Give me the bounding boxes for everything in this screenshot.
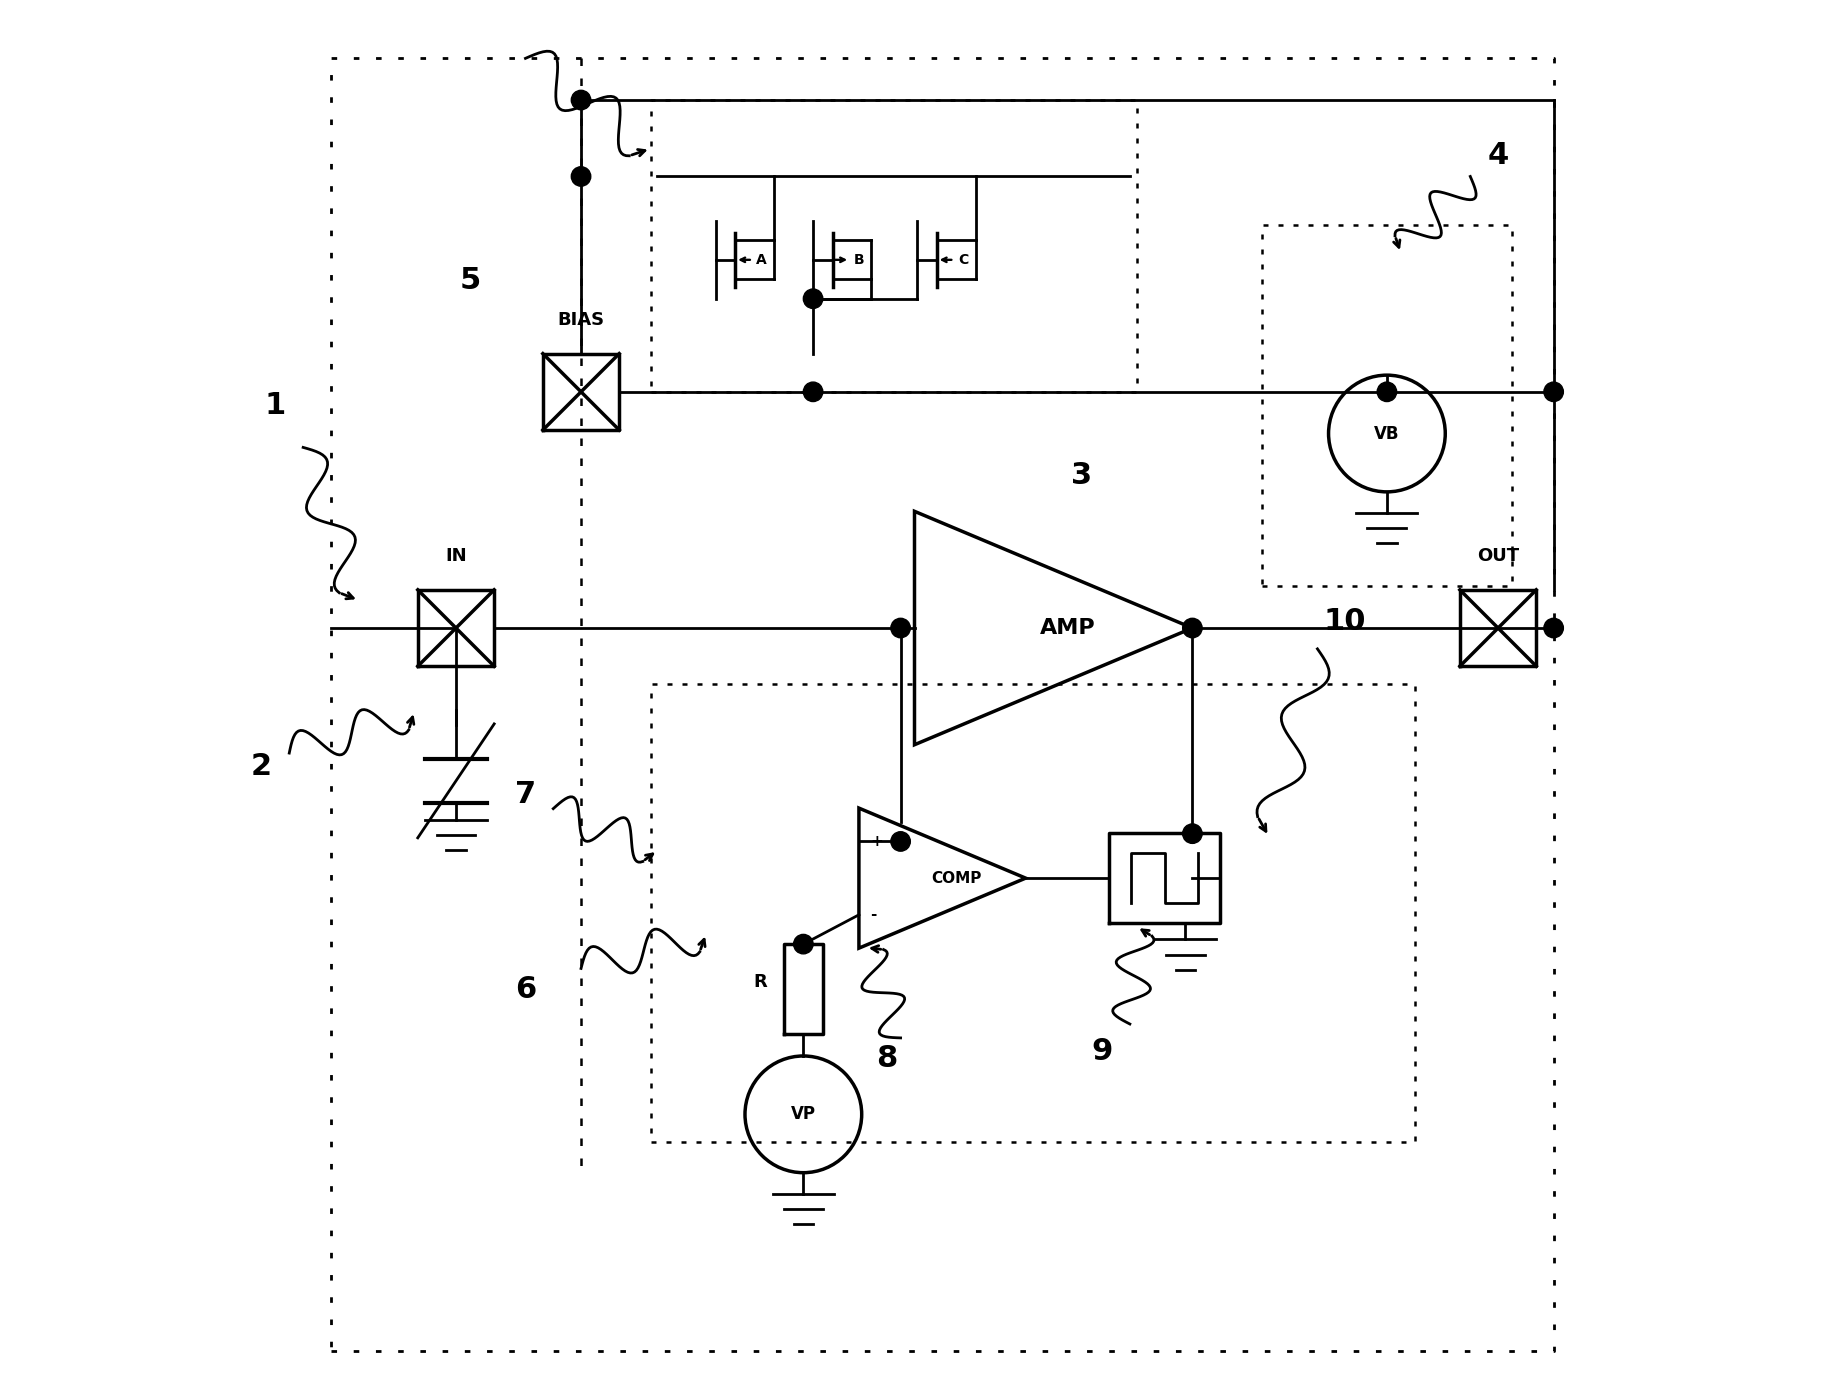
Circle shape — [891, 618, 911, 638]
Text: COMP: COMP — [931, 870, 982, 886]
Text: 9: 9 — [1092, 1038, 1112, 1066]
Text: -: - — [871, 907, 876, 922]
Text: 3: 3 — [1070, 460, 1092, 490]
Text: 8: 8 — [876, 1045, 898, 1073]
Text: VB: VB — [1374, 424, 1399, 442]
Text: BIAS: BIAS — [558, 311, 605, 329]
Text: 7: 7 — [516, 780, 536, 809]
Text: B: B — [854, 252, 865, 266]
Circle shape — [803, 382, 823, 402]
Text: VP: VP — [790, 1105, 816, 1123]
Text: 10: 10 — [1324, 607, 1366, 636]
Text: C: C — [958, 252, 968, 266]
Circle shape — [803, 289, 823, 308]
Circle shape — [571, 91, 591, 110]
Text: IN: IN — [444, 547, 466, 565]
Text: 6: 6 — [514, 975, 536, 1004]
Text: R: R — [754, 974, 766, 992]
Text: OUT: OUT — [1478, 547, 1520, 565]
Circle shape — [571, 167, 591, 186]
Text: AMP: AMP — [1039, 618, 1096, 638]
Text: 4: 4 — [1487, 141, 1509, 170]
Text: +: + — [871, 834, 883, 850]
Circle shape — [1377, 382, 1397, 402]
Circle shape — [891, 831, 911, 851]
Circle shape — [1544, 618, 1564, 638]
Circle shape — [1544, 382, 1564, 402]
Circle shape — [1183, 618, 1202, 638]
Circle shape — [794, 935, 814, 954]
Text: A: A — [755, 252, 766, 266]
Text: 5: 5 — [459, 266, 481, 296]
Text: 2: 2 — [251, 752, 273, 781]
Circle shape — [1183, 824, 1202, 844]
Text: 1: 1 — [265, 391, 285, 420]
